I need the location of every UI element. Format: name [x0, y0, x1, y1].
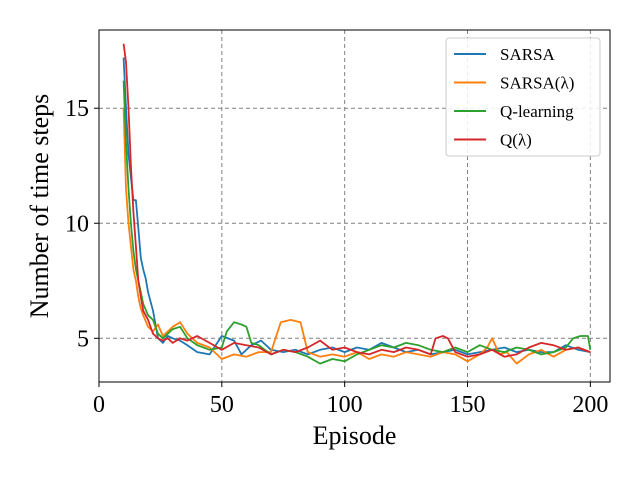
legend: SARSA SARSA(λ) Q-learning Q(λ) [445, 37, 601, 157]
y-tick-label: 10 [65, 211, 89, 237]
series-line [122, 108, 591, 365]
series-line [122, 43, 591, 358]
x-tick-label: 50 [210, 392, 234, 418]
y-tick-label: 15 [65, 96, 89, 122]
legend-label: SARSA(λ) [500, 74, 574, 93]
legend-label: Q(λ) [500, 131, 532, 150]
x-tick-label: 100 [327, 392, 363, 418]
plot-frame [98, 29, 611, 383]
legend-label: Q-learning [500, 102, 574, 121]
legend-box [445, 37, 601, 157]
ticks: 0 50 100 150 200 5 10 15 [65, 96, 608, 418]
x-axis-label: Episode [313, 421, 397, 450]
y-tick-label: 5 [77, 326, 89, 352]
series-group [122, 43, 592, 365]
x-tick-label: 150 [450, 392, 486, 418]
x-tick-label: 0 [93, 392, 105, 418]
series-line [122, 57, 591, 356]
x-tick-label: 200 [572, 392, 608, 418]
legend-label: SARSA [500, 45, 556, 64]
y-axis-label: Number of time steps [25, 94, 54, 319]
